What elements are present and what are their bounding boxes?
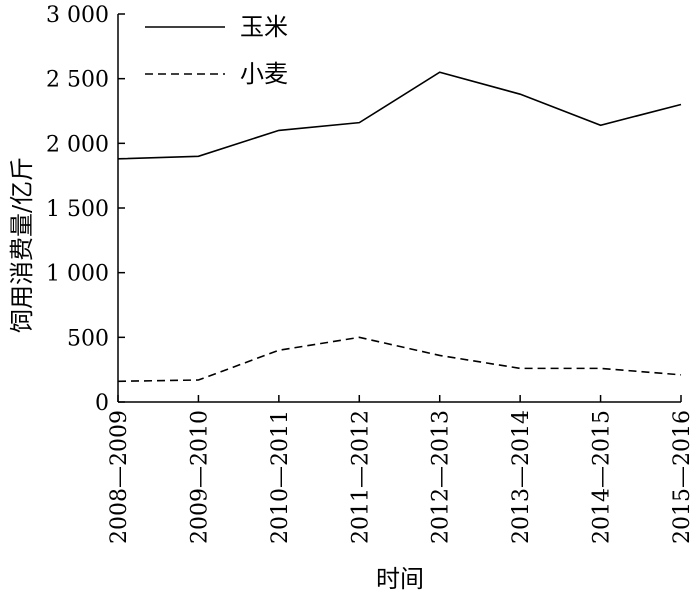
series-line-corn [117, 71, 682, 160]
y-tick-label: 500 [67, 326, 109, 351]
x-tick-label: 2011—2012 [348, 410, 373, 544]
y-tick-label: 1 000 [46, 262, 109, 287]
y-axis-ticks: 0 500 1 000 1 500 2 000 2 500 3 000 [46, 3, 125, 416]
y-tick-label: 3 000 [46, 3, 109, 28]
x-tick-label: 2014—2015 [590, 410, 615, 544]
x-axis-label: 时间 [376, 565, 424, 593]
axes [117, 14, 681, 403]
series-line-wheat [117, 336, 682, 383]
legend-label: 玉米 [240, 13, 288, 41]
x-tick-label: 2009—2010 [187, 410, 212, 544]
x-tick-label: 2015—2016 [670, 410, 695, 544]
y-axis-label: 饲用消费量/亿斤 [8, 157, 36, 333]
x-axis-ticks: 2008—2009 2009—2010 2010—2011 2011—2012 2012… [107, 395, 695, 544]
y-tick-label: 0 [95, 391, 109, 416]
legend-label: 小麦 [240, 60, 288, 88]
series-lines [117, 71, 682, 383]
x-tick-label: 2012—2013 [429, 410, 454, 544]
x-tick-label: 2013—2014 [509, 410, 534, 544]
x-tick-label: 2008—2009 [107, 410, 132, 544]
y-tick-label: 1 500 [46, 197, 109, 222]
y-tick-label: 2 500 [46, 68, 109, 93]
y-tick-label: 2 000 [46, 132, 109, 157]
x-tick-label: 2010—2011 [268, 410, 293, 544]
